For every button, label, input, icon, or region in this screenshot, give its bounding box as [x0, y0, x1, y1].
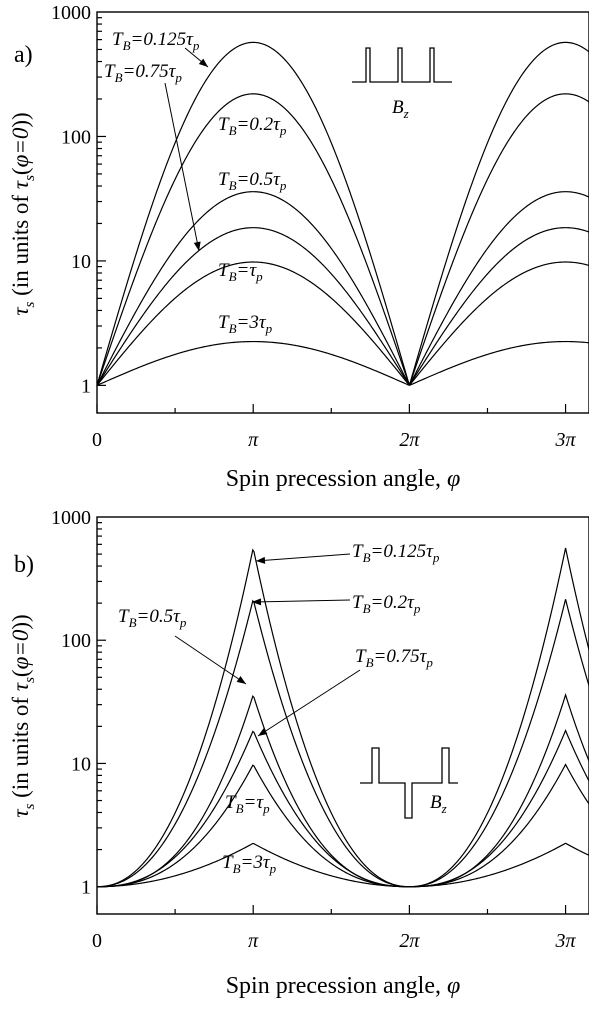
x-tick-label: π	[248, 930, 259, 952]
arrow-head	[256, 556, 266, 564]
x-axis-title: Spin precession angle, φ	[226, 466, 461, 492]
panel-label: a)	[14, 42, 33, 68]
series-line-1	[97, 93, 589, 386]
panel-label: b)	[14, 552, 34, 578]
y-tick-label: 100	[61, 630, 91, 652]
x-tick-label: 0	[92, 930, 102, 952]
series-line-2	[97, 191, 589, 386]
pulse-label: Bz	[392, 97, 409, 121]
pulse-sequence-inset	[360, 747, 458, 819]
arrow-head	[236, 676, 246, 684]
series-annotation: TB=0.5τp	[118, 606, 187, 630]
plot-frame	[96, 11, 589, 414]
arrow-head	[252, 598, 262, 606]
series-line-1	[97, 599, 589, 888]
y-axis-title: τs (in units of τs(φ=0))	[8, 614, 38, 817]
series-annotation: TB=0.125τp	[112, 29, 200, 53]
pulse-sequence-inset	[352, 47, 452, 83]
x-tick-label: 2π	[399, 429, 420, 451]
annotation-arrow	[255, 553, 351, 562]
series-line-3	[97, 227, 589, 386]
arrow-head	[198, 58, 208, 67]
y-tick-label: 10	[71, 251, 91, 273]
series-annotation: TB=3τp	[218, 312, 273, 336]
x-tick-label: 3π	[555, 930, 577, 952]
series-line-5	[97, 340, 589, 386]
annotation-arrow	[251, 599, 351, 603]
panel-a: 0 π 2π 3π 1 10 100 1000 Spin precession angle, φ…	[8, 2, 589, 492]
annotation-arrow	[174, 635, 247, 685]
arrow-head	[193, 241, 201, 251]
series-annotation: TB=τp	[218, 260, 263, 284]
pulse-label: Bz	[430, 792, 447, 816]
series-line-0	[97, 547, 589, 888]
x-tick-label: 3π	[555, 429, 577, 451]
series-line-3	[97, 728, 589, 888]
series-line-4	[97, 763, 589, 888]
x-tick-label: 0	[92, 429, 102, 451]
y-axis-title: τs (in units of τs(φ=0))	[8, 112, 38, 315]
plot-frame	[96, 516, 589, 915]
series-annotation: TB=0.2τp	[352, 592, 421, 616]
x-tick-label: π	[248, 429, 259, 451]
y-tick-label: 10	[71, 753, 91, 775]
y-tick-label: 100	[61, 126, 91, 148]
series-annotation: TB=0.125τp	[352, 541, 440, 565]
y-tick-label: 1	[81, 375, 91, 397]
x-tick-label: 2π	[399, 930, 420, 952]
series-annotation: TB=0.75τp	[355, 646, 433, 670]
y-tick-label: 1000	[51, 2, 91, 24]
series-annotation: TB=3τp	[222, 852, 277, 876]
y-tick-label: 1	[81, 877, 91, 899]
series-annotation: TB=0.5τp	[218, 169, 287, 193]
series-line-2	[97, 692, 589, 888]
series-annotation: TB=τp	[225, 792, 270, 816]
arrow-head	[258, 728, 268, 736]
annotation-arrow	[257, 669, 361, 737]
series-annotation: TB=0.75τp	[104, 61, 182, 85]
y-tick-label: 1000	[51, 507, 91, 529]
series-line-4	[97, 261, 589, 386]
series-annotation: TB=0.2τp	[218, 114, 287, 138]
x-axis-title: Spin precession angle, φ	[226, 973, 461, 999]
series-line-0	[97, 41, 589, 386]
annotation-arrow	[164, 82, 200, 252]
series-line-5	[97, 842, 589, 888]
panel-b: 0 π 2π 3π 1 10 100 1000 Spin precession angle, φ…	[8, 507, 589, 999]
